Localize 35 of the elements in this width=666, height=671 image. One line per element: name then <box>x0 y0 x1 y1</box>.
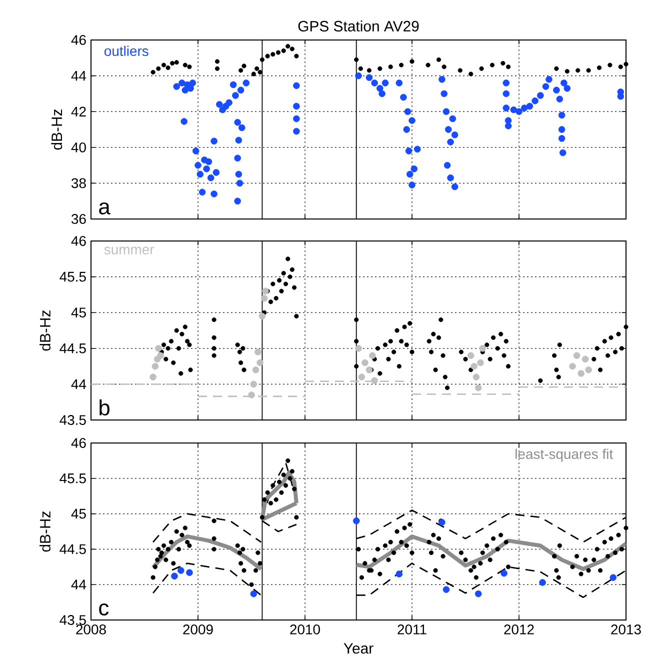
text: least-squares fit <box>516 448 613 462</box>
y-axis-title: dB-Hz <box>51 109 62 150</box>
x-tick-label: 2013 <box>611 624 641 634</box>
y-tick-label: 45.5 <box>60 272 86 282</box>
annotation: c <box>99 603 109 616</box>
y-tick-label: 45 <box>71 508 86 519</box>
x-tick-label: 2012 <box>504 624 534 634</box>
y-tick-label: 43.5 <box>60 415 86 425</box>
y-tick-label: 46 <box>71 438 86 448</box>
x-tick-label: 2011 <box>398 624 426 634</box>
y-tick-label: 44.5 <box>60 344 86 354</box>
y-tick-label: 36 <box>72 214 86 224</box>
y-tick-label: 40 <box>71 142 86 152</box>
y-tick-label: 44 <box>71 580 86 590</box>
x-tick-label: 2010 <box>290 624 320 634</box>
y-tick-label: 38 <box>72 178 86 188</box>
y-tick-label: 45.5 <box>60 474 86 484</box>
y-axis-title: dB-Hz <box>40 310 50 351</box>
y-tick-label: 45 <box>71 308 86 318</box>
x-tick-label: 2008 <box>76 624 106 634</box>
chart-title: GPS Station AV29 <box>298 20 419 32</box>
y-tick-label: 44 <box>71 71 86 81</box>
y-tick-label: 46 <box>71 236 86 246</box>
x-tick-label: 2009 <box>183 624 213 634</box>
y-axis-title: dB-Hz <box>40 512 50 552</box>
text: summer <box>104 246 154 254</box>
y-tick-label: 44 <box>71 379 86 389</box>
annotation: b <box>100 399 110 416</box>
y-tick-label: 42 <box>71 106 86 116</box>
y-tick-label: 43.5 <box>60 615 86 625</box>
y-tick-label: 46 <box>71 35 86 45</box>
y-tick-label: 44.5 <box>60 544 86 554</box>
text: outliers <box>104 46 148 56</box>
x-axis-title: Year <box>344 643 374 654</box>
annotation: a <box>99 202 110 214</box>
